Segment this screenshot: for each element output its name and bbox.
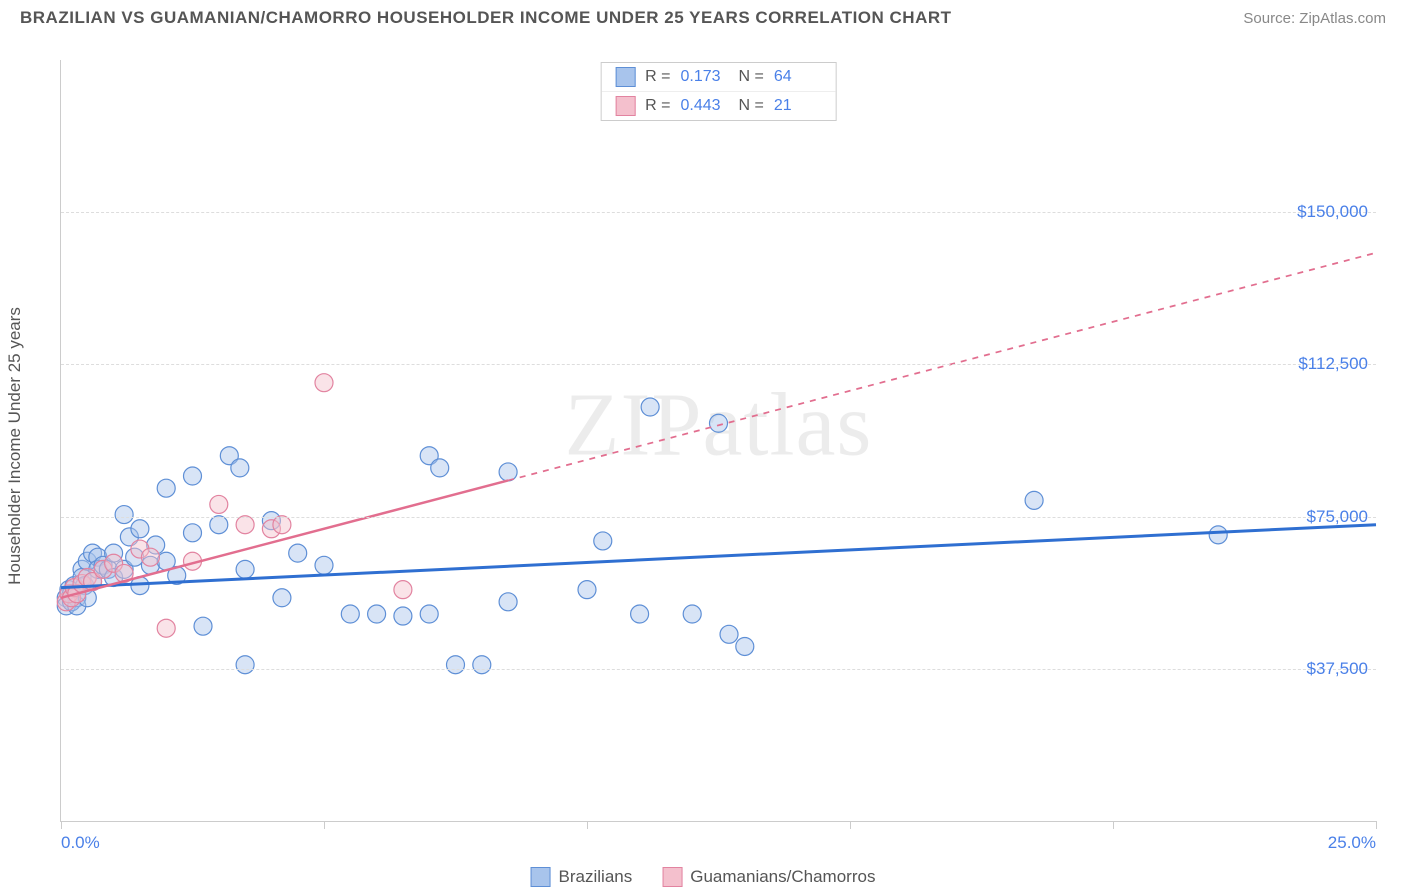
correlation-legend: R = 0.173 N = 64 R = 0.443 N = 21 (600, 62, 837, 121)
data-point (710, 414, 728, 432)
data-point (499, 593, 517, 611)
data-point (236, 560, 254, 578)
x-tick (61, 821, 62, 829)
gridline (61, 669, 1376, 670)
data-point (141, 548, 159, 566)
data-point (315, 556, 333, 574)
regression-line (61, 525, 1376, 588)
data-point (1209, 526, 1227, 544)
legend-label-guamanians: Guamanians/Chamorros (690, 867, 875, 887)
n-label: N = (739, 97, 764, 115)
data-point (194, 617, 212, 635)
swatch-guamanians-icon (662, 867, 682, 887)
data-point (431, 459, 449, 477)
data-point (736, 637, 754, 655)
data-point (578, 581, 596, 599)
data-point (231, 459, 249, 477)
data-point (631, 605, 649, 623)
series-legend: Brazilians Guamanians/Chamorros (531, 867, 876, 887)
x-tick (1113, 821, 1114, 829)
data-point (184, 467, 202, 485)
r-value-brazilians: 0.173 (681, 68, 729, 86)
data-point (1025, 491, 1043, 509)
swatch-brazilians (615, 67, 635, 87)
data-point (157, 619, 175, 637)
r-label: R = (645, 68, 670, 86)
data-point (273, 516, 291, 534)
data-point (341, 605, 359, 623)
swatch-brazilians-icon (531, 867, 551, 887)
gridline (61, 364, 1376, 365)
x-tick (324, 821, 325, 829)
data-point (499, 463, 517, 481)
chart-container: Householder Income Under 25 years R = 0.… (20, 40, 1386, 852)
legend-row-brazilians: R = 0.173 N = 64 (601, 63, 836, 91)
y-tick-label: $112,500 (1298, 354, 1368, 374)
n-value-guamanians: 21 (774, 97, 822, 115)
data-point (315, 374, 333, 392)
x-tick (1376, 821, 1377, 829)
source-attribution: Source: ZipAtlas.com (1243, 10, 1386, 27)
plot-svg (61, 60, 1376, 821)
source-link[interactable]: ZipAtlas.com (1299, 10, 1386, 27)
legend-label-brazilians: Brazilians (559, 867, 633, 887)
x-tick (587, 821, 588, 829)
y-tick-label: $37,500 (1307, 659, 1368, 679)
data-point (420, 605, 438, 623)
legend-item-brazilians: Brazilians (531, 867, 633, 887)
data-point (236, 656, 254, 674)
data-point (236, 516, 254, 534)
regression-line-extrapolated (508, 253, 1376, 481)
data-point (447, 656, 465, 674)
x-axis-max-label: 25.0% (1328, 833, 1376, 853)
r-label: R = (645, 97, 670, 115)
data-point (289, 544, 307, 562)
gridline (61, 517, 1376, 518)
data-point (473, 656, 491, 674)
data-point (368, 605, 386, 623)
n-value-brazilians: 64 (774, 68, 822, 86)
legend-item-guamanians: Guamanians/Chamorros (662, 867, 875, 887)
data-point (115, 506, 133, 524)
r-value-guamanians: 0.443 (681, 97, 729, 115)
plot-area: R = 0.173 N = 64 R = 0.443 N = 21 ZIPatl… (60, 60, 1376, 822)
n-label: N = (739, 68, 764, 86)
data-point (184, 524, 202, 542)
data-point (683, 605, 701, 623)
data-point (394, 581, 412, 599)
y-axis-label: Householder Income Under 25 years (5, 307, 25, 585)
swatch-guamanians (615, 96, 635, 116)
y-tick-label: $150,000 (1297, 202, 1368, 222)
data-point (210, 495, 228, 513)
y-tick-label: $75,000 (1307, 507, 1368, 527)
x-tick (850, 821, 851, 829)
data-point (641, 398, 659, 416)
source-label: Source: (1243, 10, 1295, 27)
x-axis-min-label: 0.0% (61, 833, 100, 853)
gridline (61, 212, 1376, 213)
data-point (157, 479, 175, 497)
data-point (594, 532, 612, 550)
data-point (210, 516, 228, 534)
legend-row-guamanians: R = 0.443 N = 21 (601, 91, 836, 120)
data-point (720, 625, 738, 643)
chart-title: BRAZILIAN VS GUAMANIAN/CHAMORRO HOUSEHOL… (20, 8, 952, 28)
data-point (394, 607, 412, 625)
data-point (131, 520, 149, 538)
data-point (273, 589, 291, 607)
